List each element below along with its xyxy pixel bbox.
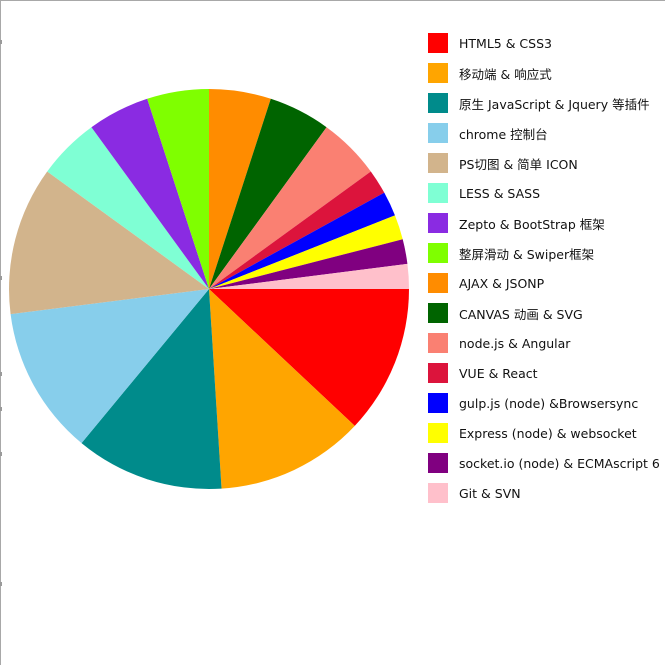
edge-tick [0, 407, 2, 411]
legend-swatch [428, 273, 448, 293]
legend-label: 整屏滑动 & Swiper框架 [459, 246, 595, 262]
legend-swatch [428, 333, 448, 353]
legend-label: AJAX & JSONP [459, 275, 545, 291]
legend-item: Express (node) & websocket [428, 418, 660, 448]
pie-slice-16 [209, 263, 409, 289]
legend-item: AJAX & JSONP [428, 268, 660, 298]
legend-label: Zepto & BootStrap 框架 [459, 216, 605, 232]
pie-slice-14 [209, 215, 403, 289]
legend-swatch [428, 33, 448, 53]
edge-tick [0, 372, 2, 376]
legend-label: 移动端 & 响应式 [459, 66, 552, 82]
legend-swatch [428, 123, 448, 143]
legend-label: HTML5 & CSS3 [459, 35, 552, 51]
legend-item: 原生 JavaScript & Jquery 等插件 [428, 88, 660, 118]
legend-label: VUE & React [459, 365, 538, 381]
pie-slice-13 [209, 192, 395, 289]
legend-swatch [428, 423, 448, 443]
legend-swatch [428, 183, 448, 203]
legend-item: socket.io (node) & ECMAscript 6 [428, 448, 660, 478]
pie-slice-5 [9, 171, 209, 315]
pie-slice-8 [147, 89, 209, 289]
legend-label: CANVAS 动画 & SVG [459, 306, 583, 322]
pie-slice-4 [10, 289, 209, 444]
pie-slice-3 [81, 289, 222, 490]
edge-tick [0, 582, 2, 586]
legend-item: gulp.js (node) &Browsersync [428, 388, 660, 418]
legend-item: chrome 控制台 [428, 118, 660, 148]
legend-item: HTML5 & CSS3 [428, 28, 660, 58]
legend-label: LESS & SASS [459, 185, 541, 201]
pie-slice-7 [91, 98, 209, 289]
legend-item: Git & SVN [428, 478, 660, 508]
edge-tick [0, 276, 2, 280]
pie-slice-10 [209, 98, 327, 289]
legend-swatch [428, 393, 448, 413]
pie-slice-9 [209, 89, 271, 289]
pie-slice-2 [209, 289, 355, 489]
legend-item: 整屏滑动 & Swiper框架 [428, 238, 660, 268]
legend-item: 移动端 & 响应式 [428, 58, 660, 88]
legend-swatch [428, 63, 448, 83]
legend-swatch [428, 363, 448, 383]
legend-label: Git & SVN [459, 485, 521, 501]
legend-swatch [428, 243, 448, 263]
legend-swatch [428, 303, 448, 323]
legend-item: PS切图 & 简单 ICON [428, 148, 660, 178]
legend-item: CANVAS 动画 & SVG [428, 298, 660, 328]
edge-tick [0, 452, 2, 456]
legend-swatch [428, 453, 448, 473]
legend-swatch [428, 483, 448, 503]
legend-item: VUE & React [428, 358, 660, 388]
legend-label: chrome 控制台 [459, 126, 548, 142]
legend-label: Express (node) & websocket [459, 425, 637, 441]
legend-swatch [428, 213, 448, 233]
pie-slice-12 [209, 171, 385, 289]
pie-slice-15 [209, 239, 408, 289]
legend-label: 原生 JavaScript & Jquery 等插件 [459, 96, 650, 112]
legend-item: node.js & Angular [428, 328, 660, 358]
legend-swatch [428, 93, 448, 113]
legend-label: gulp.js (node) &Browsersync [459, 395, 639, 411]
legend-item: LESS & SASS [428, 178, 660, 208]
chart-legend: HTML5 & CSS3 移动端 & 响应式原生 JavaScript & Jqu… [428, 28, 660, 508]
legend-label: PS切图 & 简单 ICON [459, 156, 578, 172]
pie-slice-1 [209, 289, 409, 426]
pie-slice-6 [47, 127, 210, 289]
legend-label: node.js & Angular [459, 335, 571, 351]
legend-swatch [428, 153, 448, 173]
edge-tick [0, 40, 2, 44]
legend-label: socket.io (node) & ECMAscript 6 [459, 455, 660, 471]
pie-slice-11 [209, 127, 371, 289]
legend-item: Zepto & BootStrap 框架 [428, 208, 660, 238]
